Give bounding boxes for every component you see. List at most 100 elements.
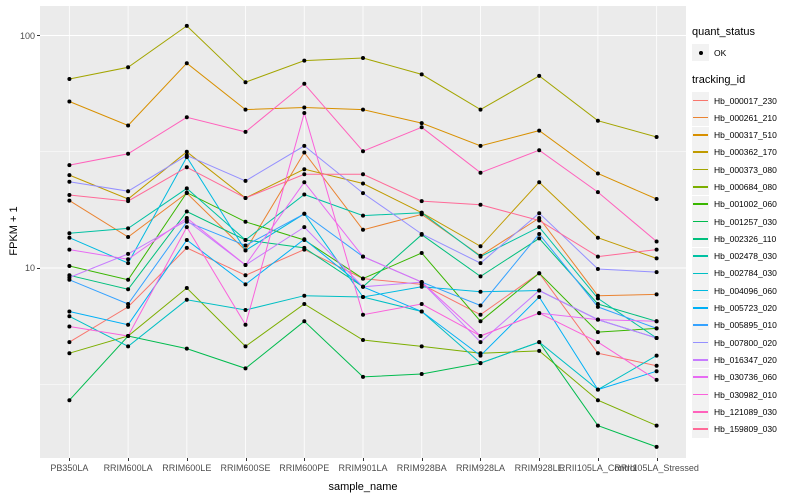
data-point-marker [478, 274, 483, 279]
data-point-marker [67, 198, 72, 203]
data-point-marker [654, 319, 659, 324]
data-point-marker [243, 366, 248, 371]
data-point-marker [361, 181, 365, 186]
legend-label: Hb_007800_020 [714, 337, 777, 348]
data-point-marker [184, 61, 189, 66]
data-point-marker [302, 81, 307, 86]
x-tick-label: RRII105LA_Stressed [614, 463, 699, 473]
legend-label: Hb_159809_030 [714, 424, 777, 435]
data-point-marker [419, 302, 424, 306]
series-color-line-icon [693, 168, 708, 171]
data-point-marker [654, 363, 659, 368]
x-axis-tick [656, 458, 658, 461]
legend-label: Hb_016347_020 [714, 354, 777, 365]
data-point-marker [243, 196, 248, 200]
data-point-marker [302, 192, 307, 197]
legend-entry-Hb_016347_020: Hb_016347_020 [692, 351, 798, 369]
data-point-marker [361, 312, 365, 317]
x-axis-tick [69, 458, 71, 461]
data-point-marker [595, 254, 600, 259]
data-point-marker [595, 235, 600, 240]
data-point-marker [361, 284, 365, 289]
data-point-marker [361, 56, 365, 60]
data-point-marker [243, 282, 248, 287]
data-point-marker [478, 244, 483, 249]
data-point-marker [537, 73, 542, 78]
data-point-marker [478, 334, 483, 338]
legend-key-swatch [692, 299, 709, 317]
data-point-marker [126, 151, 131, 156]
data-point-marker [184, 245, 189, 250]
data-point-marker [67, 275, 72, 280]
data-point-marker [478, 319, 483, 324]
legend-key-swatch [692, 247, 709, 265]
data-point-marker [419, 121, 424, 126]
data-point-marker [67, 309, 72, 314]
plot-panel [40, 6, 686, 458]
x-axis-tick [539, 458, 541, 461]
data-point-marker [184, 190, 189, 195]
legend-entry-Hb_030982_010: Hb_030982_010 [692, 386, 798, 404]
series-color-line-icon [693, 410, 708, 413]
data-point-marker [126, 304, 131, 309]
legend-label: Hb_005723_020 [714, 303, 777, 314]
data-point-marker [478, 202, 483, 207]
data-point-marker [243, 263, 248, 267]
legend-entry-Hb_000373_080: Hb_000373_080 [692, 161, 798, 179]
data-point-marker [126, 189, 131, 194]
data-point-marker [126, 322, 131, 327]
data-point-marker [595, 171, 600, 176]
y-tick-label-100: 100 [19, 31, 35, 41]
data-point-marker [67, 314, 72, 319]
data-point-marker [537, 180, 542, 185]
data-point-marker [184, 297, 189, 302]
data-point-marker [595, 340, 600, 345]
legend-label: Hb_005895_010 [714, 320, 777, 331]
data-point-marker [184, 346, 189, 351]
data-point-marker [302, 237, 307, 242]
legend-key-swatch [692, 126, 709, 144]
data-point-marker [595, 330, 600, 335]
data-point-marker [126, 251, 131, 256]
data-point-marker [67, 351, 72, 356]
legend-key-swatch [692, 230, 709, 248]
y-axis-title: FPKM + 1 [8, 206, 20, 256]
data-point-marker [302, 302, 307, 306]
legend-label: Hb_000684_080 [714, 181, 777, 192]
legend-entry-ok: OK [692, 44, 798, 61]
legend-entry-Hb_121089_030: Hb_121089_030 [692, 403, 798, 421]
legend-key-swatch [692, 368, 709, 386]
data-point-marker [302, 172, 307, 177]
data-point-marker [595, 190, 600, 195]
x-axis-tick [363, 458, 364, 461]
data-point-marker [537, 218, 542, 223]
legend-entry-Hb_002478_030: Hb_002478_030 [692, 247, 798, 265]
legend-entry-Hb_030736_060: Hb_030736_060 [692, 368, 798, 386]
y-axis-tick [37, 35, 40, 36]
series-color-line-icon [693, 428, 708, 430]
legend-key-swatch [692, 195, 709, 213]
legend-entry-Hb_000362_170: Hb_000362_170 [692, 143, 798, 161]
series-color-line-icon [693, 255, 708, 257]
data-point-marker [302, 105, 307, 110]
data-point-marker [184, 149, 189, 154]
legend-key-ok [692, 44, 709, 61]
data-point-marker [595, 317, 600, 322]
data-point-marker [361, 338, 365, 342]
data-point-marker [419, 232, 424, 236]
data-point-marker [302, 111, 307, 115]
data-point-marker [184, 23, 189, 28]
legend-key-swatch [692, 143, 709, 161]
legend-key-swatch [692, 178, 709, 196]
data-point-marker [126, 235, 131, 239]
data-point-marker [654, 239, 659, 244]
data-point-marker [302, 58, 307, 63]
data-point-marker [654, 353, 659, 358]
x-axis-tick [480, 458, 482, 461]
x-axis-tick [245, 458, 247, 461]
data-point-marker [419, 125, 424, 130]
data-point-marker [126, 334, 131, 338]
data-point-marker [654, 444, 659, 449]
point-marker-icon [698, 50, 703, 55]
series-color-line-icon [693, 203, 708, 205]
